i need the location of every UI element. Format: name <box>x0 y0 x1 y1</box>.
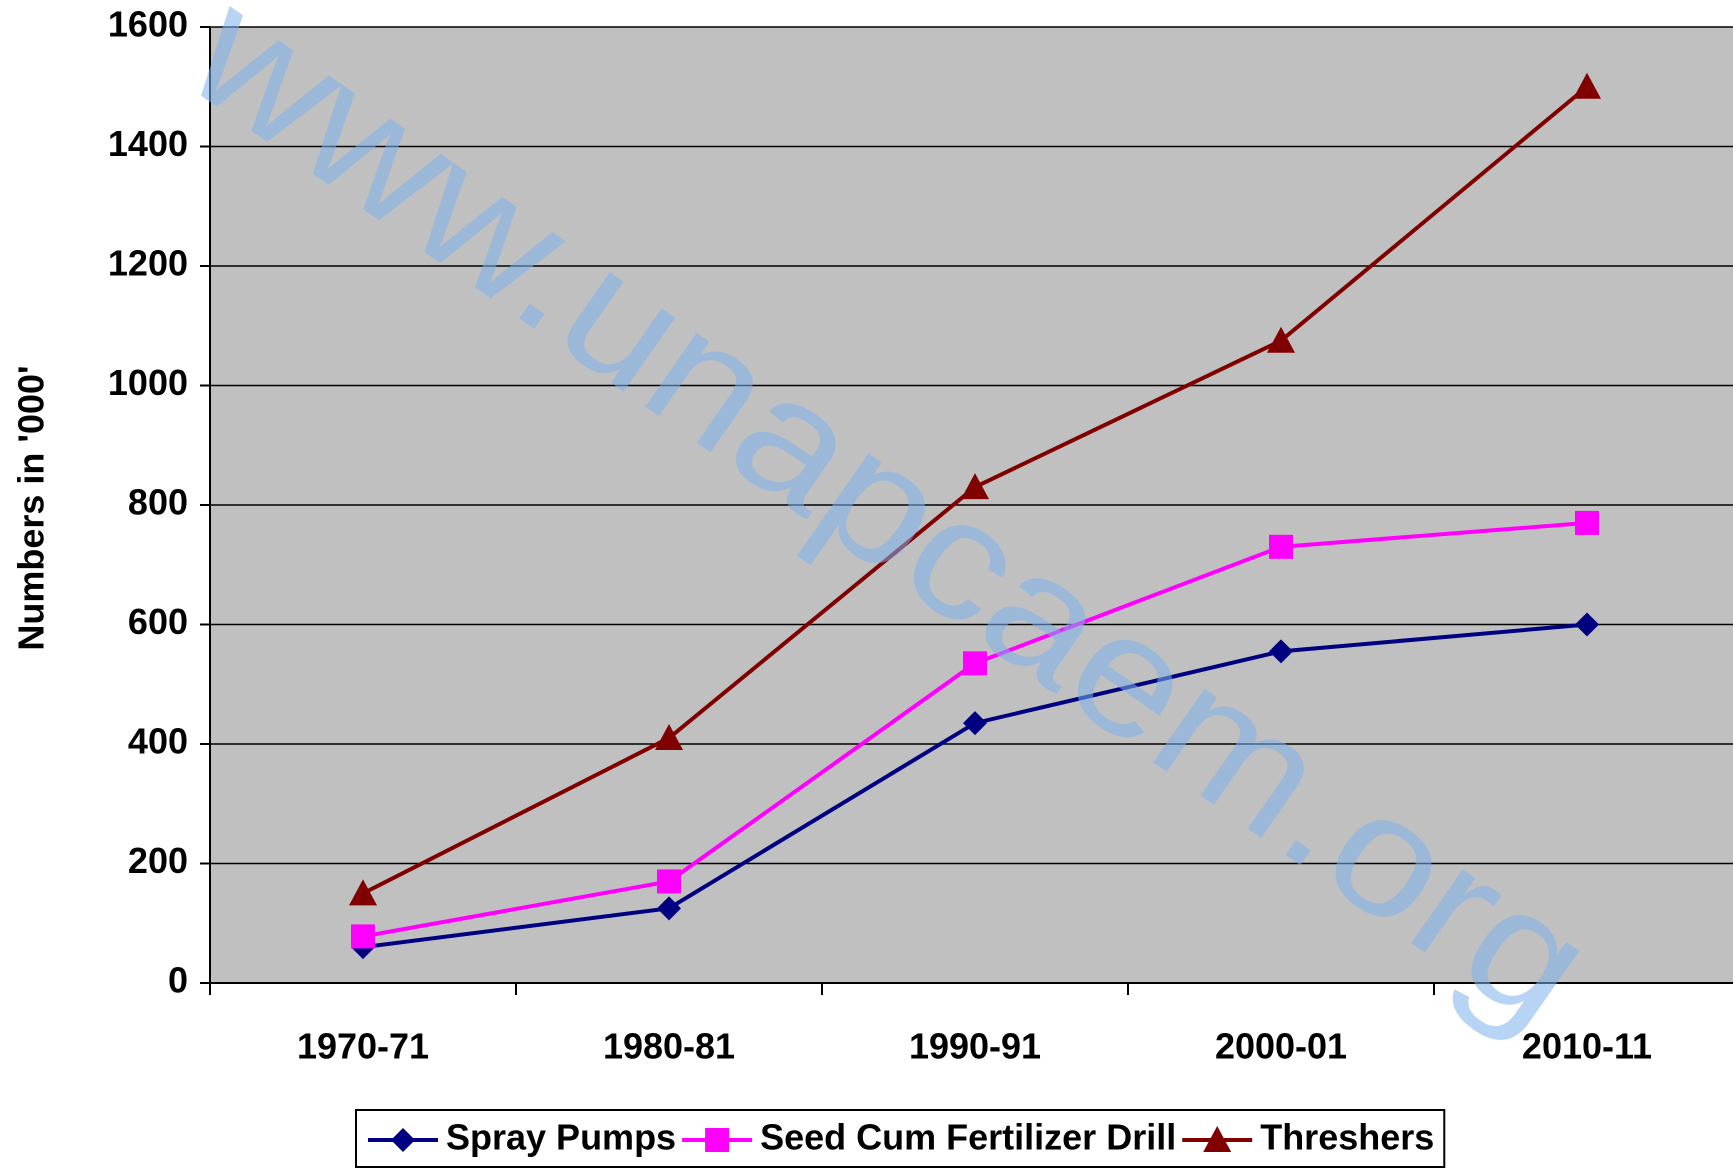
marker <box>1269 534 1293 559</box>
legend-box <box>355 1109 1446 1168</box>
marker <box>657 896 681 921</box>
y-tick-label: 1600 <box>108 4 188 45</box>
y-tick-label: 1200 <box>108 243 188 284</box>
x-tick-label: 2000-01 <box>1215 1026 1347 1067</box>
marker <box>1269 639 1293 664</box>
marker <box>961 473 989 500</box>
y-tick-label: 800 <box>128 482 188 523</box>
marker <box>1203 1126 1232 1152</box>
y-tick-label: 0 <box>168 960 188 1001</box>
marker <box>655 724 683 751</box>
x-tick-label: 1980-81 <box>603 1026 735 1067</box>
legend-label: Spray Pumps <box>446 1117 676 1158</box>
y-tick-label: 600 <box>128 601 188 642</box>
x-tick-label: 1970-71 <box>297 1026 429 1067</box>
legend: Spray Pumps Seed Cum Fertilizer Drill Thre… <box>355 1109 1446 1168</box>
marker <box>963 711 987 736</box>
marker <box>1575 510 1599 535</box>
marker <box>1267 326 1295 353</box>
marker <box>1573 72 1601 99</box>
legend-label: Threshers <box>1260 1117 1434 1158</box>
x-tick-label: 1990-91 <box>909 1026 1041 1067</box>
y-tick-label: 1000 <box>108 362 188 403</box>
marker <box>657 869 681 894</box>
marker <box>351 924 375 949</box>
marker <box>963 651 987 676</box>
y-tick-label: 400 <box>128 721 188 762</box>
marker <box>391 1128 415 1152</box>
marker <box>349 879 377 906</box>
y-tick-label: 1400 <box>108 123 188 164</box>
y-axis-label: Numbers in '000' <box>11 365 52 650</box>
y-tick-label: 200 <box>128 840 188 881</box>
x-tick-label: 2010-11 <box>1522 1026 1652 1067</box>
marker <box>1575 612 1599 637</box>
marker <box>705 1128 730 1152</box>
legend-label: Seed Cum Fertilizer Drill <box>760 1117 1176 1158</box>
